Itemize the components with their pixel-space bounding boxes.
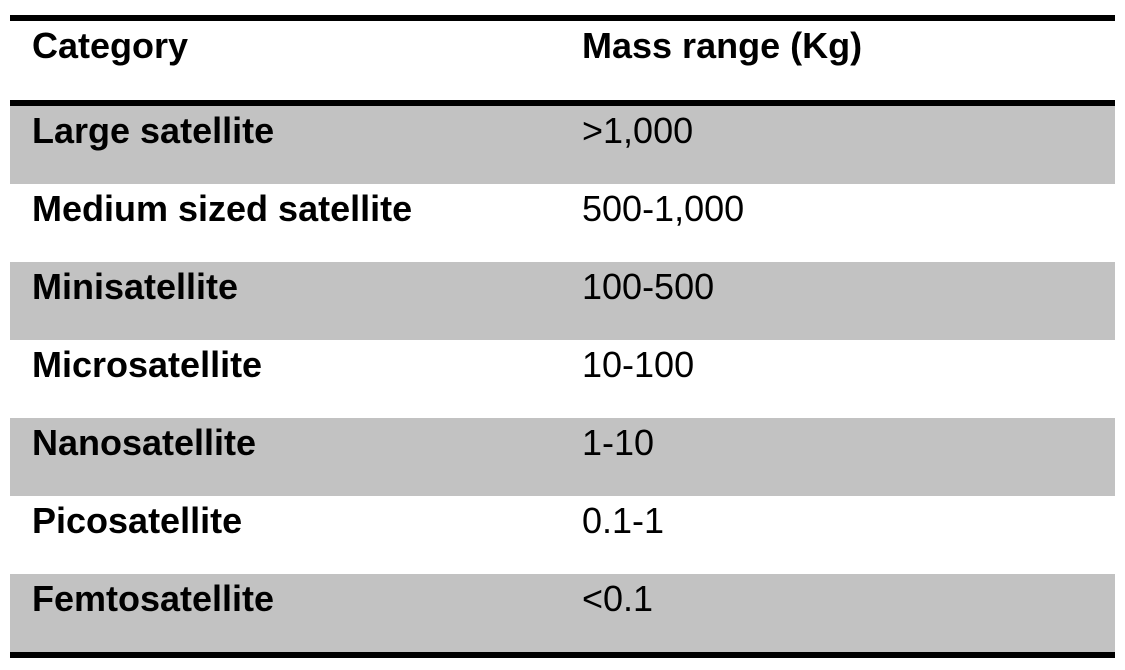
table-row: Large satellite >1,000 xyxy=(10,106,1115,184)
table-row: Medium sized satellite 500-1,000 xyxy=(10,184,1115,262)
mass-range-cell: 500-1,000 xyxy=(582,188,745,229)
mass-range-cell: 0.1-1 xyxy=(582,500,665,541)
mass-range-cell: >1,000 xyxy=(582,110,694,151)
table-row: Nanosatellite 1-10 xyxy=(10,418,1115,496)
category-cell: Nanosatellite xyxy=(32,422,257,463)
column-header-category: Category xyxy=(32,25,189,66)
category-cell: Femtosatellite xyxy=(32,578,275,619)
mass-range-cell: 1-10 xyxy=(582,422,655,463)
mass-range-cell: <0.1 xyxy=(582,578,654,619)
category-cell: Picosatellite xyxy=(32,500,243,541)
mass-range-cell: 100-500 xyxy=(582,266,715,307)
category-cell: Medium sized satellite xyxy=(32,188,413,229)
table-row: Microsatellite 10-100 xyxy=(10,340,1115,418)
table-row: Picosatellite 0.1-1 xyxy=(10,496,1115,574)
satellite-mass-table: Category Mass range (Kg) Large satellite… xyxy=(10,15,1115,658)
mass-range-cell: 10-100 xyxy=(582,344,695,385)
table-header-row: Category Mass range (Kg) xyxy=(10,21,1115,106)
table-body: Large satellite >1,000 Medium sized sate… xyxy=(10,106,1115,652)
table-row: Femtosatellite <0.1 xyxy=(10,574,1115,652)
category-cell: Large satellite xyxy=(32,110,275,151)
column-header-mass-range: Mass range (Kg) xyxy=(582,25,863,66)
category-cell: Minisatellite xyxy=(32,266,239,307)
category-cell: Microsatellite xyxy=(32,344,263,385)
table-row: Minisatellite 100-500 xyxy=(10,262,1115,340)
